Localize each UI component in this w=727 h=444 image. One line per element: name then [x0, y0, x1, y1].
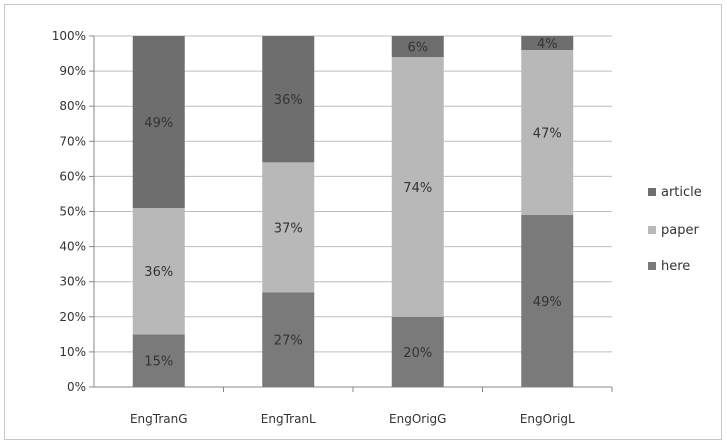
- y-tick-label: 70%: [59, 134, 86, 148]
- data-label: 15%: [144, 355, 173, 370]
- data-label: 4%: [537, 37, 558, 52]
- y-tick-label: 20%: [59, 310, 86, 324]
- x-tick-label: EngTranL: [261, 412, 316, 426]
- bar-segment-paper: [132, 207, 185, 335]
- bar-segment-here: [262, 292, 315, 387]
- y-tick-label: 10%: [59, 345, 86, 359]
- y-tick-label: 0%: [67, 380, 86, 394]
- y-tick-label: 60%: [59, 169, 86, 183]
- y-tick-label: 50%: [59, 205, 86, 219]
- legend-label-article: article: [661, 185, 702, 200]
- data-label: 37%: [274, 221, 303, 236]
- bar-segment-paper: [521, 50, 574, 216]
- x-tick-label: EngOrigG: [389, 412, 446, 426]
- data-label: 20%: [403, 346, 432, 361]
- y-tick-label: 30%: [59, 275, 86, 289]
- y-tick-label: 40%: [59, 240, 86, 254]
- bar-segment-paper: [262, 162, 315, 293]
- y-tick-label: 100%: [52, 29, 86, 43]
- bar-segment-article: [391, 36, 444, 58]
- bar-segment-article: [521, 36, 574, 51]
- chart-area: [4, 4, 722, 440]
- data-label: 49%: [144, 116, 173, 131]
- data-label: 36%: [274, 93, 303, 108]
- legend-swatch-article: [648, 188, 656, 196]
- data-label: 74%: [403, 181, 432, 196]
- data-label: 27%: [274, 334, 303, 349]
- bar-segment-paper: [391, 57, 444, 317]
- legend-swatch-paper: [648, 226, 656, 234]
- legend-swatch-here: [648, 262, 656, 270]
- bar-segment-here: [391, 316, 444, 387]
- bar-segment-article: [132, 36, 185, 208]
- bar-segment-article: [262, 36, 315, 163]
- data-label: 6%: [407, 41, 428, 56]
- legend-label-here: here: [661, 259, 690, 274]
- bar-segment-here: [132, 334, 185, 387]
- data-label: 36%: [144, 265, 173, 280]
- data-label: 49%: [533, 295, 562, 310]
- y-tick-label: 80%: [59, 99, 86, 113]
- x-tick-label: EngOrigL: [520, 412, 575, 426]
- legend-label-paper: paper: [661, 223, 699, 238]
- y-tick-label: 90%: [59, 64, 86, 78]
- bar-segment-here: [521, 215, 574, 387]
- x-tick-label: EngTranG: [130, 412, 188, 426]
- data-label: 47%: [533, 127, 562, 142]
